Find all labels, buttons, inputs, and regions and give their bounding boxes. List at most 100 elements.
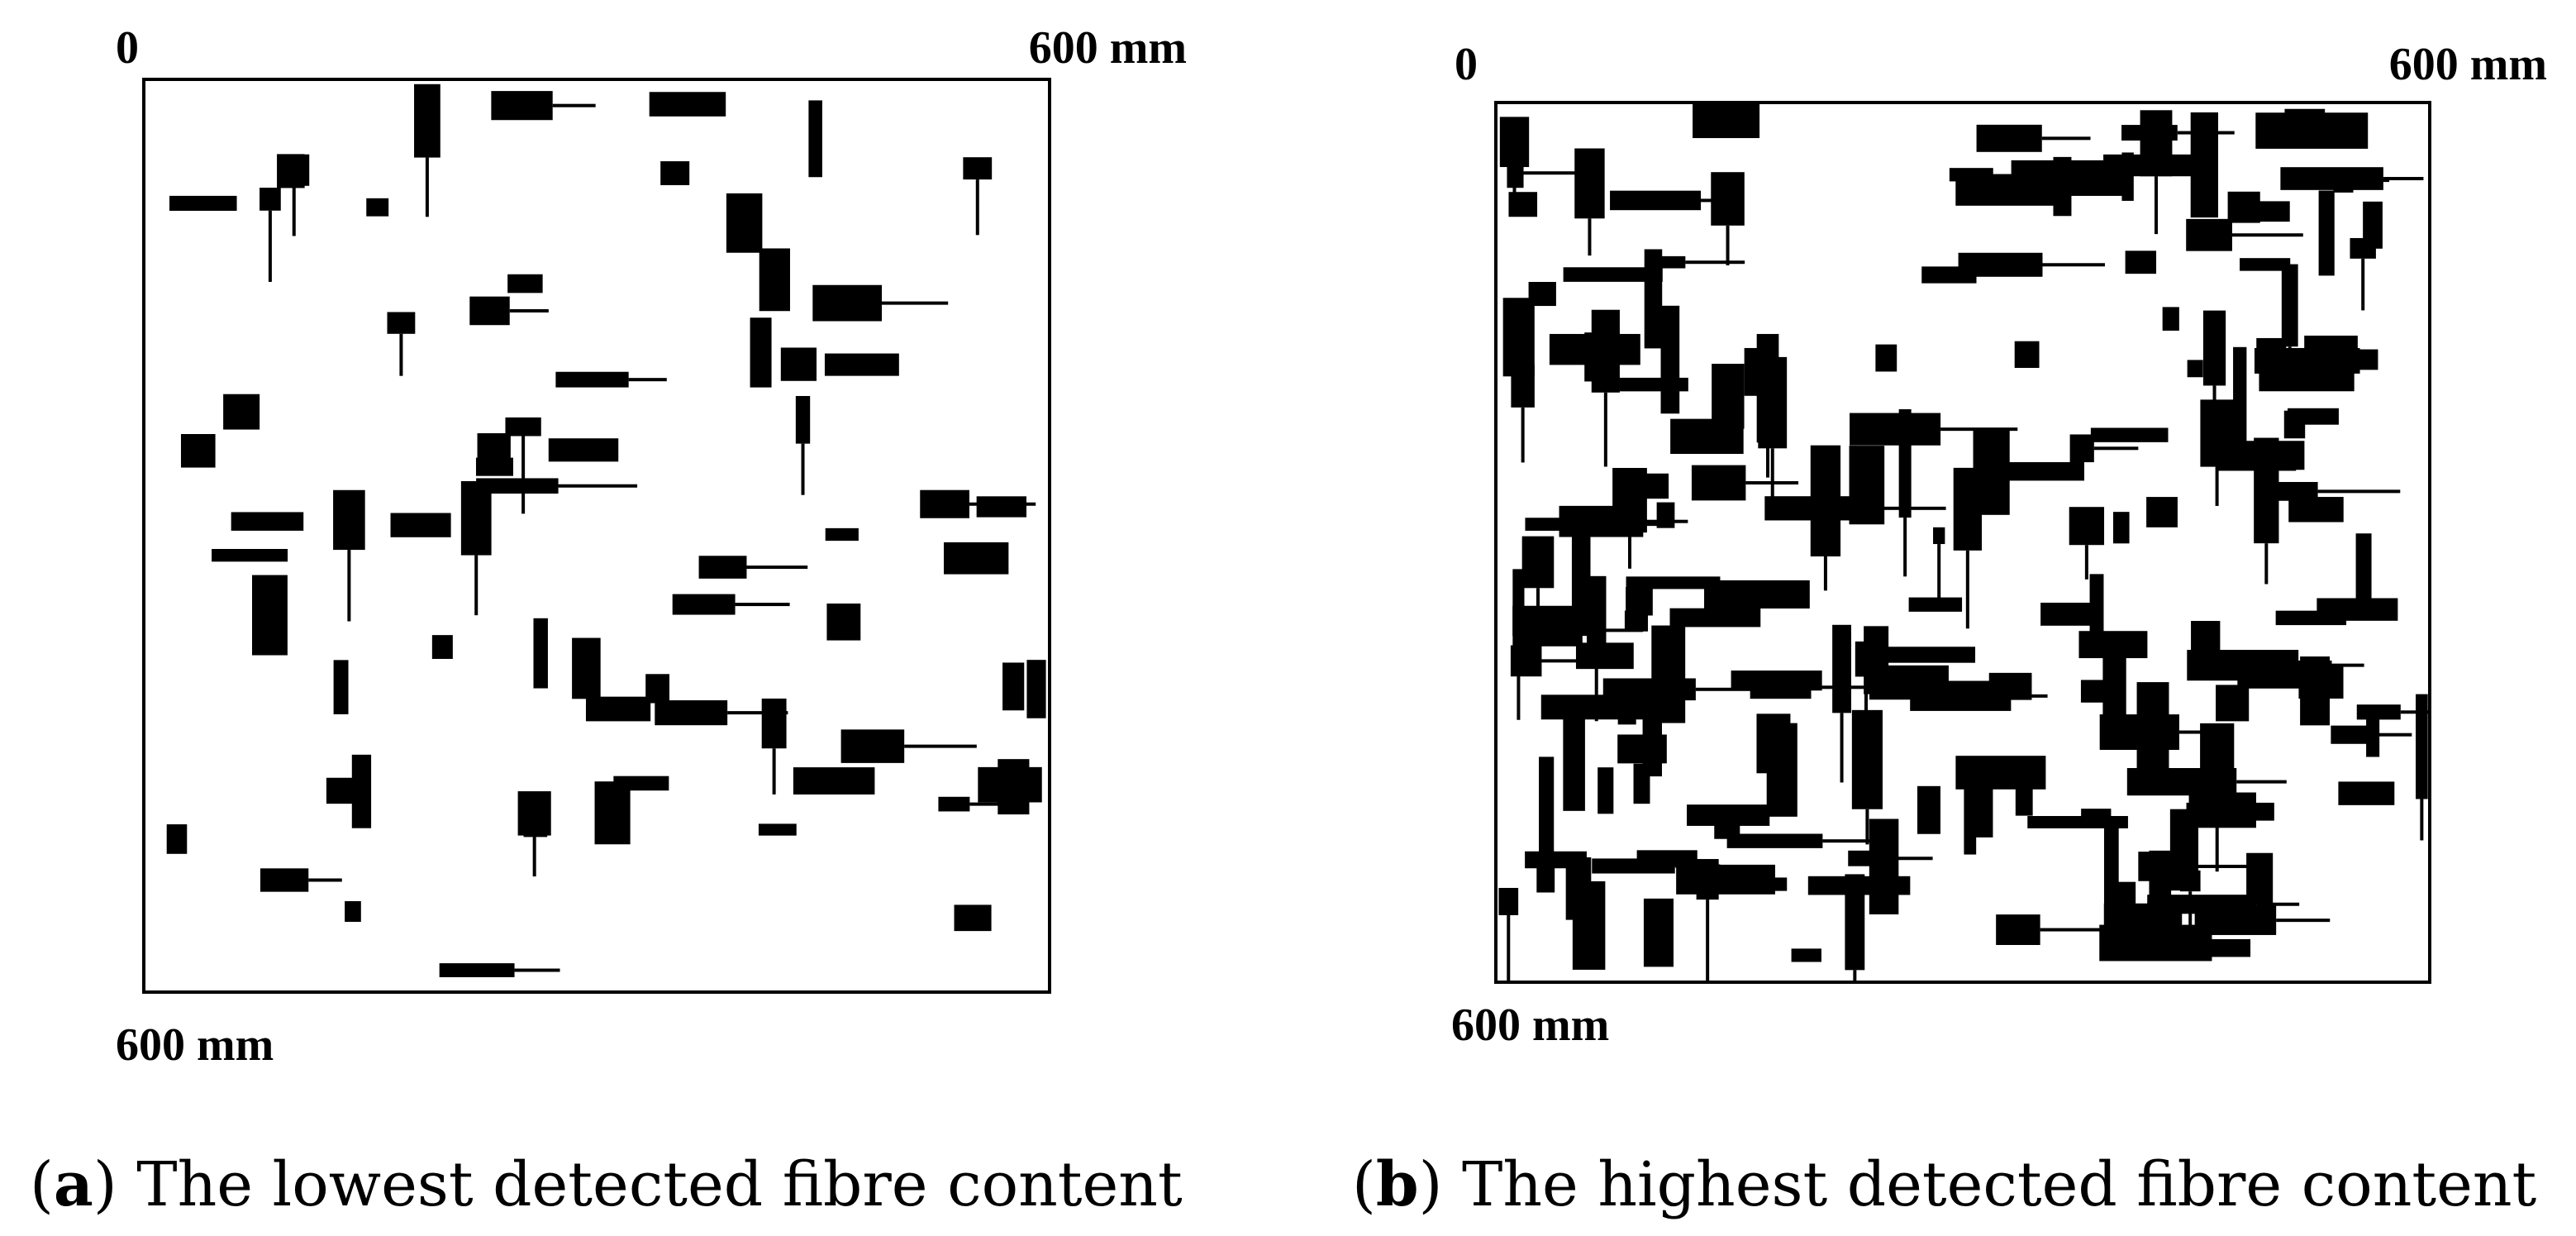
- fibre: [475, 457, 513, 476]
- fibre-strand: [1603, 392, 1607, 467]
- fibre: [1908, 597, 1963, 612]
- fibre: [1575, 642, 1634, 670]
- fibre: [2027, 816, 2128, 828]
- fibre: [1617, 695, 1636, 725]
- fibre: [2231, 201, 2290, 222]
- fibre: [180, 434, 216, 468]
- fibre-strand: [347, 550, 351, 622]
- fibre: [672, 594, 736, 615]
- fibre-strand: [1523, 171, 1585, 175]
- fibre: [439, 963, 515, 977]
- fibre: [998, 759, 1030, 815]
- fibre-strand: [882, 301, 949, 305]
- fibre: [761, 698, 787, 749]
- fibre: [1610, 190, 1702, 211]
- fibre: [1643, 898, 1674, 967]
- fibre: [333, 489, 365, 551]
- fibre-strand: [1878, 506, 1946, 510]
- fibre-strand: [1582, 628, 1644, 632]
- fibre-strand: [2361, 258, 2365, 311]
- fibre-strand: [308, 878, 342, 882]
- fibre-strand: [1903, 518, 1907, 577]
- fibre: [585, 696, 651, 722]
- fibre: [1571, 536, 1591, 619]
- fibre: [1525, 851, 1587, 869]
- fibre: [1644, 249, 1663, 349]
- fibre: [507, 274, 543, 293]
- fibre: [2304, 335, 2358, 354]
- fibre: [1026, 660, 1046, 718]
- fibre: [223, 394, 260, 430]
- fibre-strand: [2215, 466, 2219, 506]
- fibre-strand: [772, 748, 776, 795]
- fibre: [2283, 410, 2306, 439]
- fibre: [2053, 156, 2072, 217]
- caption-open: (: [30, 1149, 54, 1220]
- fibre: [2316, 598, 2398, 621]
- fibre: [476, 478, 559, 494]
- fibre-strand: [558, 484, 638, 488]
- fibre-strand: [969, 802, 1019, 806]
- fibre: [2356, 704, 2401, 720]
- fibre: [2331, 725, 2374, 744]
- fibre: [1572, 880, 1606, 970]
- fibre: [1626, 576, 1721, 589]
- fibre-strand: [2183, 864, 2247, 868]
- fibre: [613, 775, 669, 791]
- fibre: [169, 195, 237, 211]
- fibre: [2355, 533, 2372, 610]
- fibre-strand: [1840, 713, 1844, 783]
- fibre-strand: [2373, 733, 2412, 737]
- fibre: [2136, 682, 2169, 787]
- fibre-strand: [1811, 685, 1879, 690]
- fibre: [431, 635, 453, 659]
- fibre: [2273, 481, 2318, 501]
- caption-label: b: [1376, 1149, 1419, 1220]
- fibre: [1510, 645, 1542, 677]
- fibre: [2186, 218, 2232, 251]
- fibre: [1642, 680, 1662, 777]
- fibre: [2281, 264, 2298, 347]
- fibre-strand: [1720, 580, 1755, 585]
- fibre: [660, 161, 690, 185]
- fibre-strand: [801, 443, 805, 495]
- fibre-strand: [1594, 666, 1598, 722]
- fibre: [2089, 574, 2104, 644]
- fibre-strand: [2383, 177, 2424, 181]
- fibre: [2288, 497, 2344, 523]
- fibre-strand: [2042, 263, 2105, 267]
- caption: (a) The lowest detected fibre content: [30, 1149, 1183, 1220]
- fibre: [2363, 201, 2383, 249]
- fibre: [1687, 804, 1770, 826]
- fibre: [1693, 103, 1760, 139]
- fibre-strand: [2093, 446, 2139, 451]
- fibre: [2069, 507, 2105, 546]
- fibre: [826, 603, 861, 641]
- fibre-strand: [2317, 489, 2401, 494]
- fibre: [387, 312, 416, 334]
- fibre-strand: [735, 603, 790, 607]
- fibre: [2149, 850, 2172, 943]
- fibre: [1750, 675, 1812, 699]
- fibre: [533, 618, 548, 689]
- fibre-strand: [1965, 550, 1969, 629]
- fibre: [505, 417, 541, 437]
- fibre: [1691, 465, 1746, 501]
- fibre: [1592, 858, 1675, 874]
- fibre: [2005, 462, 2084, 481]
- fibre: [366, 198, 389, 217]
- fibre: [726, 193, 763, 253]
- fibre: [1845, 874, 1865, 971]
- fibre: [1563, 707, 1585, 811]
- caption-text: ) The lowest detected fibre content: [93, 1149, 1183, 1220]
- fibre: [1988, 672, 2032, 700]
- fibre: [1917, 785, 1940, 834]
- caption-text: ) The highest detected fibre content: [1419, 1149, 2537, 1220]
- fibre-strand: [1706, 900, 1710, 982]
- fibre: [1832, 624, 1851, 713]
- fibre: [1955, 174, 2059, 206]
- fibre: [1758, 356, 1788, 449]
- fibre-strand: [521, 436, 526, 514]
- fibre: [1976, 124, 2042, 152]
- fibre: [812, 284, 883, 322]
